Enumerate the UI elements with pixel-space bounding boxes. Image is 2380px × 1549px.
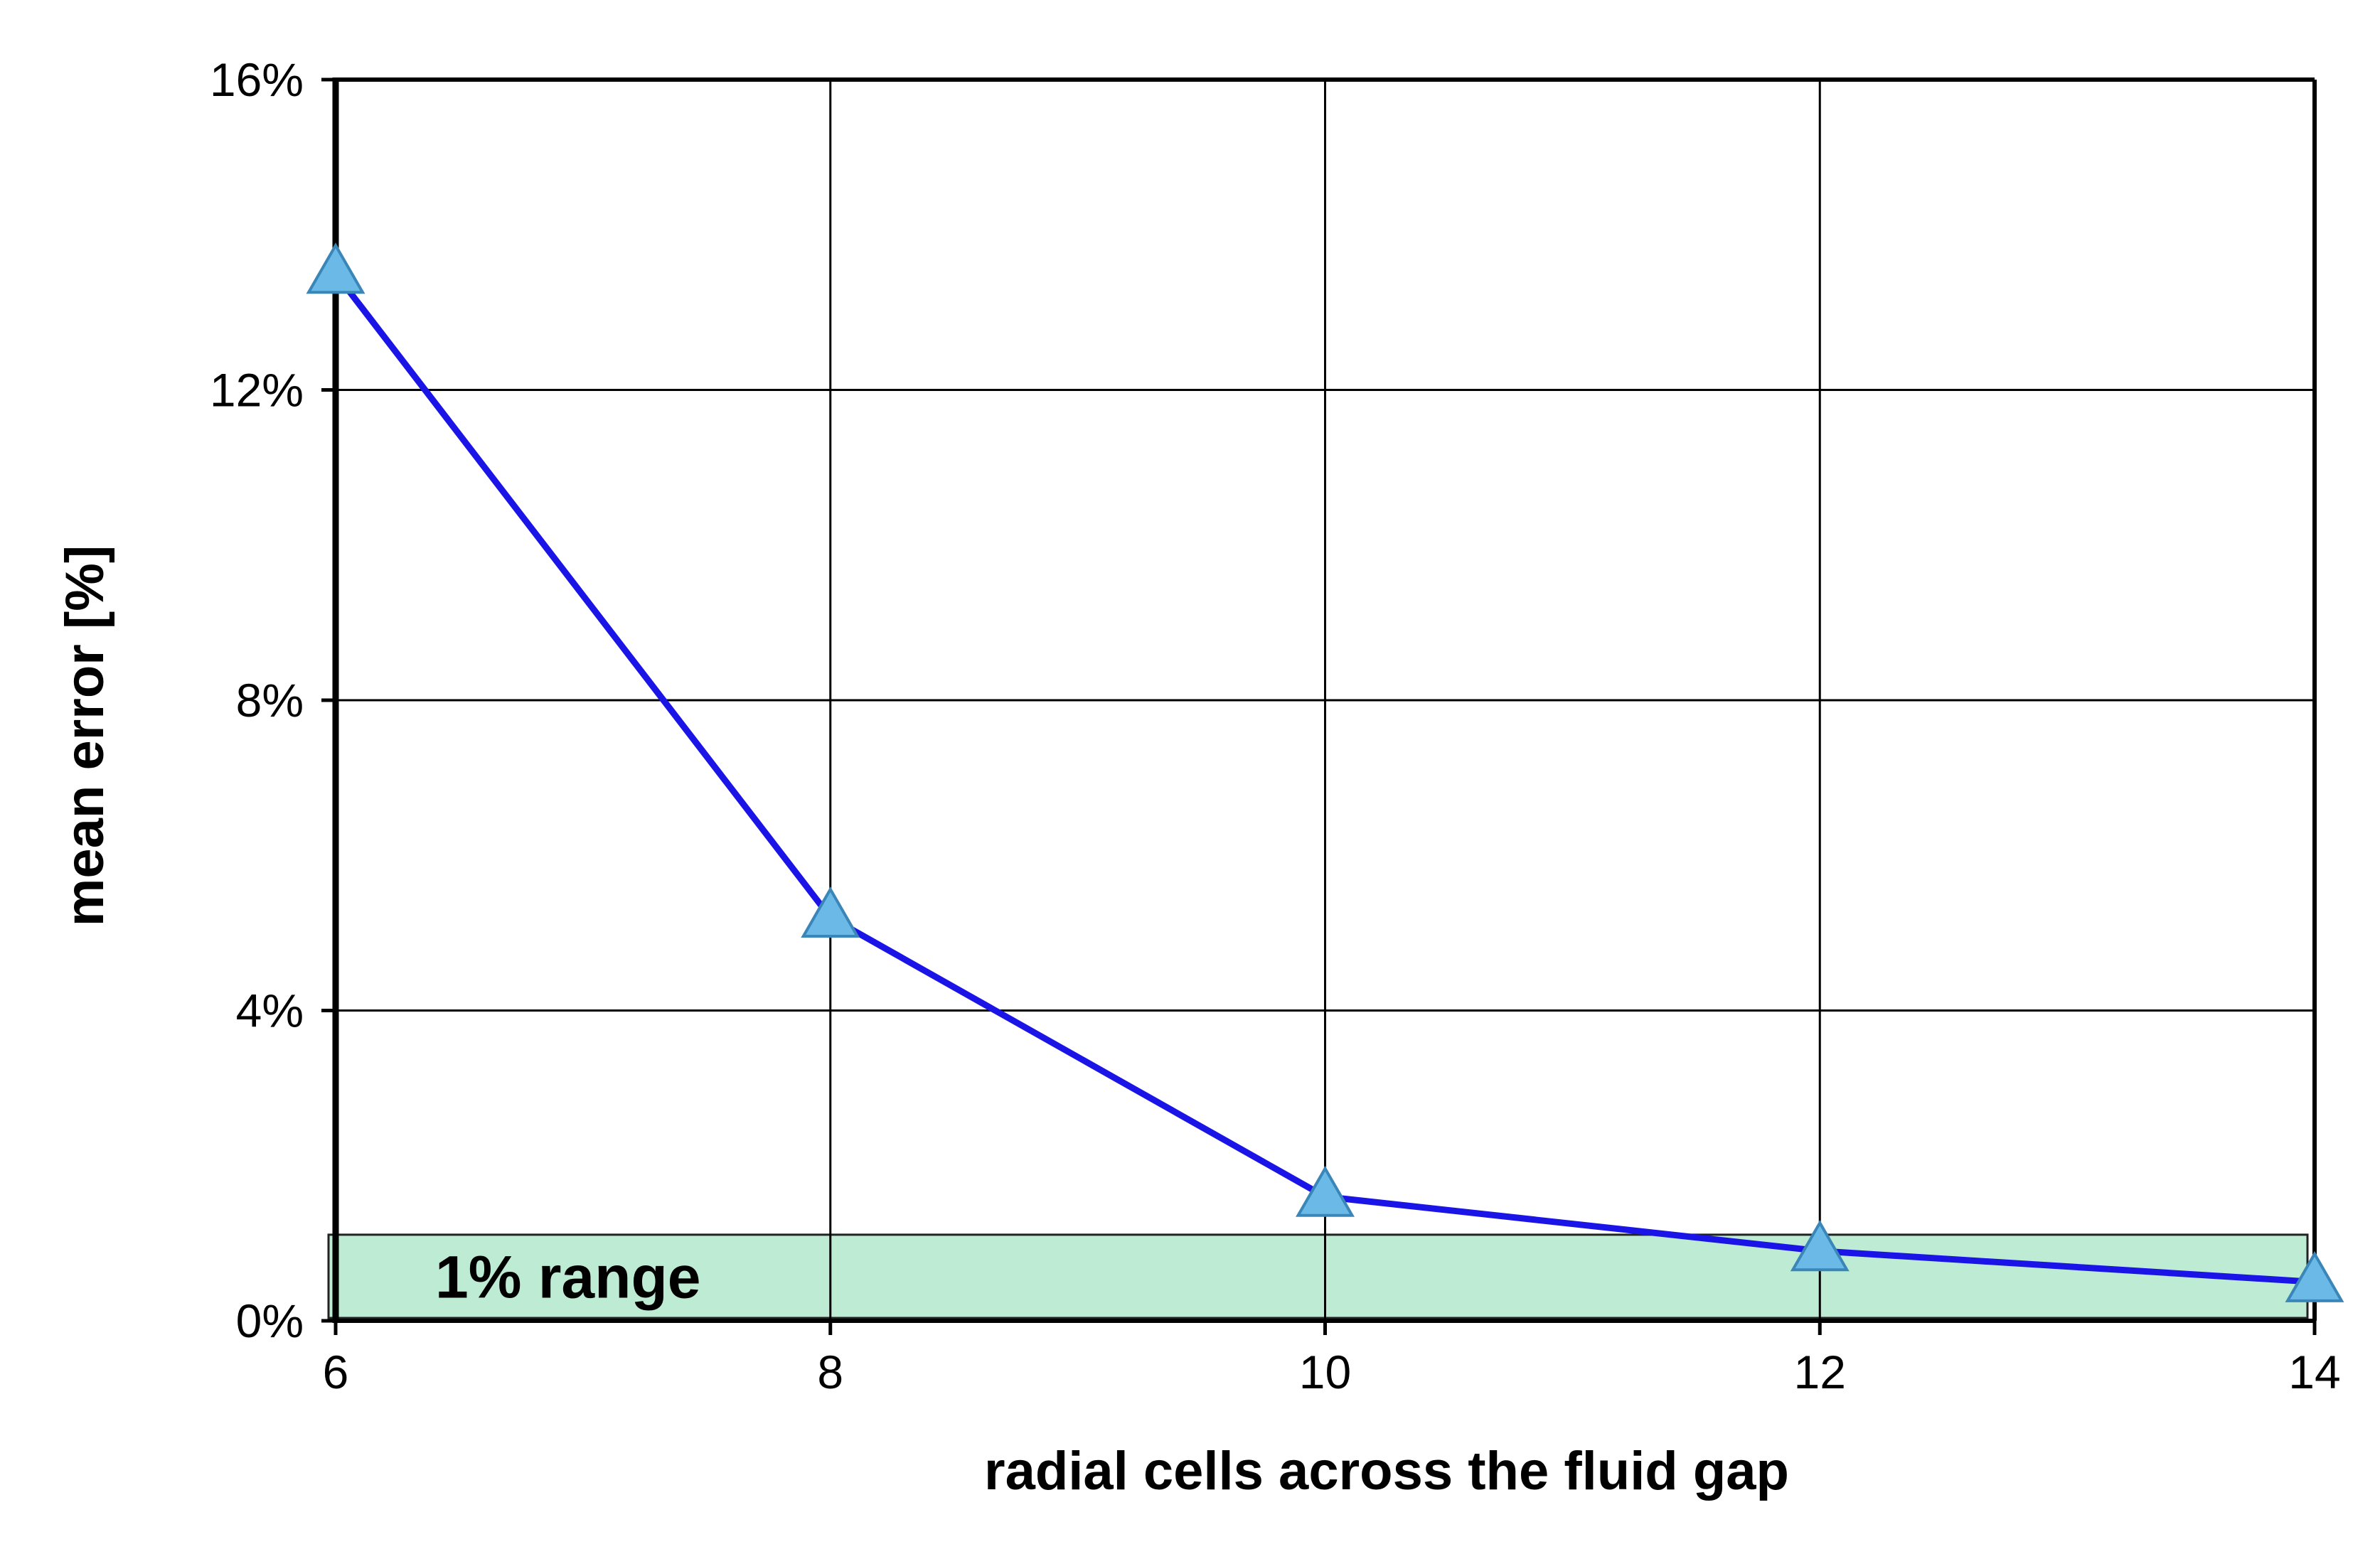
x-tick-label: 8 [817,1346,843,1398]
x-tick-label: 6 [323,1346,349,1398]
y-tick-label: 16% [210,53,304,106]
x-tick-label: 14 [2288,1346,2340,1398]
range-band-layer: 1% range [327,1233,2309,1319]
range-band-label: 1% range [435,1243,701,1310]
y-axis-title: mean error [%] [55,545,115,926]
series-layer [306,242,2344,1302]
data-point-marker [306,242,365,294]
x-axis-title: radial cells across the fluid gap [984,1441,1789,1501]
data-point-marker [1296,1165,1355,1217]
x-tick-label: 12 [1794,1346,1846,1398]
tick-labels: 0% 4% 8% 12% 16% 6 8 10 12 14 [210,53,2341,1398]
data-point-marker [1790,1220,1850,1272]
data-point-marker [2285,1250,2344,1302]
y-tick-label: 0% [236,1295,304,1347]
x-tick-label: 10 [1299,1346,1351,1398]
y-tick-label: 8% [236,674,304,727]
y-tick-label: 12% [210,364,304,417]
y-tick-label: 4% [236,985,304,1037]
data-point-marker [801,886,860,938]
range-band [327,1233,2309,1319]
